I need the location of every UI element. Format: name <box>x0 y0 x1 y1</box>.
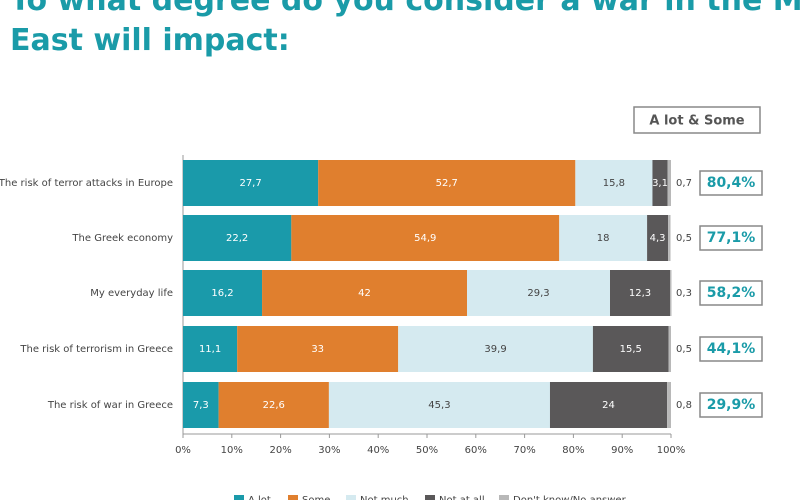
bar-segment <box>318 160 576 206</box>
total-label: 77,1% <box>707 230 756 246</box>
x-tick-label: 30% <box>318 445 340 456</box>
bar-segment <box>237 326 399 372</box>
value-label: 54,9 <box>414 233 436 244</box>
value-label: 52,7 <box>436 178 458 189</box>
bar-segment <box>467 270 610 316</box>
y-tick-label: The Greek economy <box>71 233 173 244</box>
y-tick-label: The risk of terror attacks in Europe <box>0 178 173 189</box>
legend-swatch <box>234 495 244 500</box>
value-label: 39,9 <box>484 344 506 355</box>
value-label: 22,2 <box>226 233 248 244</box>
chart-title-line1: To what degree do you consider a war in … <box>10 0 800 18</box>
value-label: 42 <box>358 288 371 299</box>
value-label: 27,7 <box>239 178 261 189</box>
x-tick-label: 10% <box>221 445 243 456</box>
value-label: 15,5 <box>620 344 642 355</box>
x-tick-label: 20% <box>269 445 291 456</box>
bar-segment <box>183 160 319 206</box>
total-box <box>699 392 763 418</box>
bar-segment <box>398 326 593 372</box>
y-tick-label: My everyday life <box>90 288 173 299</box>
value-label: 33 <box>311 344 324 355</box>
bar-segment <box>647 215 669 261</box>
legend-swatch <box>425 495 435 500</box>
x-tick-label: 0% <box>175 445 191 456</box>
bar-segment <box>610 270 671 316</box>
legend-label: Some <box>302 495 330 500</box>
bar-segment <box>291 215 560 261</box>
value-label: 4,3 <box>650 233 666 244</box>
total-label: 44,1% <box>707 341 756 357</box>
value-label: 0,7 <box>676 178 692 189</box>
total-label: 29,9% <box>707 397 756 413</box>
value-label: 15,8 <box>603 178 625 189</box>
bar-segment <box>183 270 263 316</box>
bar-segment <box>328 382 550 428</box>
bar-segment <box>668 215 671 261</box>
bar-segment <box>575 160 653 206</box>
legend-label: Not at all <box>439 495 485 500</box>
chart-title-line2: East will impact: <box>10 23 290 58</box>
legend-swatch <box>346 495 356 500</box>
value-label: 3,1 <box>652 178 668 189</box>
bar-segment <box>668 326 671 372</box>
value-label: 0,8 <box>676 400 692 411</box>
legend-label: Don't know/No answer <box>513 495 627 500</box>
totals-header-box <box>633 106 761 134</box>
x-tick-label: 100% <box>657 445 686 456</box>
x-tick-label: 60% <box>465 445 487 456</box>
value-label: 0,5 <box>676 344 692 355</box>
total-label: 80,4% <box>707 175 756 191</box>
bar-segment <box>559 215 648 261</box>
x-tick-label: 40% <box>367 445 389 456</box>
value-label: 7,3 <box>193 400 209 411</box>
total-box <box>699 225 763 251</box>
total-box <box>699 170 763 196</box>
value-label: 22,6 <box>263 400 285 411</box>
x-tick-label: 80% <box>562 445 584 456</box>
bar-segment <box>262 270 468 316</box>
totals-header: A lot & Some <box>649 114 744 129</box>
value-label: 0,5 <box>676 233 692 244</box>
bar-segment <box>218 382 329 428</box>
bar-segment <box>183 326 238 372</box>
value-label: 0,3 <box>676 288 692 299</box>
bar-segment <box>183 382 219 428</box>
value-label: 11,1 <box>199 344 221 355</box>
bar-segment <box>667 160 671 206</box>
bar-segment <box>652 160 668 206</box>
bar-segment <box>670 270 672 316</box>
total-label: 58,2% <box>707 285 756 301</box>
value-label: 18 <box>597 233 610 244</box>
value-label: 29,3 <box>527 288 549 299</box>
value-label: 12,3 <box>629 288 651 299</box>
bar-segment <box>667 382 671 428</box>
y-tick-label: The risk of war in Greece <box>47 400 173 411</box>
x-tick-label: 50% <box>416 445 438 456</box>
value-label: 24 <box>602 400 615 411</box>
y-tick-label: The risk of terrorism in Greece <box>19 344 173 355</box>
legend-swatch <box>499 495 509 500</box>
x-tick-label: 90% <box>611 445 633 456</box>
legend-swatch <box>288 495 298 500</box>
bar-segment <box>592 326 669 372</box>
total-box <box>699 280 763 306</box>
value-label: 16,2 <box>211 288 233 299</box>
legend-label: Not much <box>360 495 409 500</box>
value-label: 45,3 <box>428 400 450 411</box>
legend-label: A lot <box>248 495 271 500</box>
bar-segment <box>549 382 668 428</box>
bar-segment <box>183 215 292 261</box>
total-box <box>699 336 763 362</box>
x-tick-label: 70% <box>513 445 535 456</box>
